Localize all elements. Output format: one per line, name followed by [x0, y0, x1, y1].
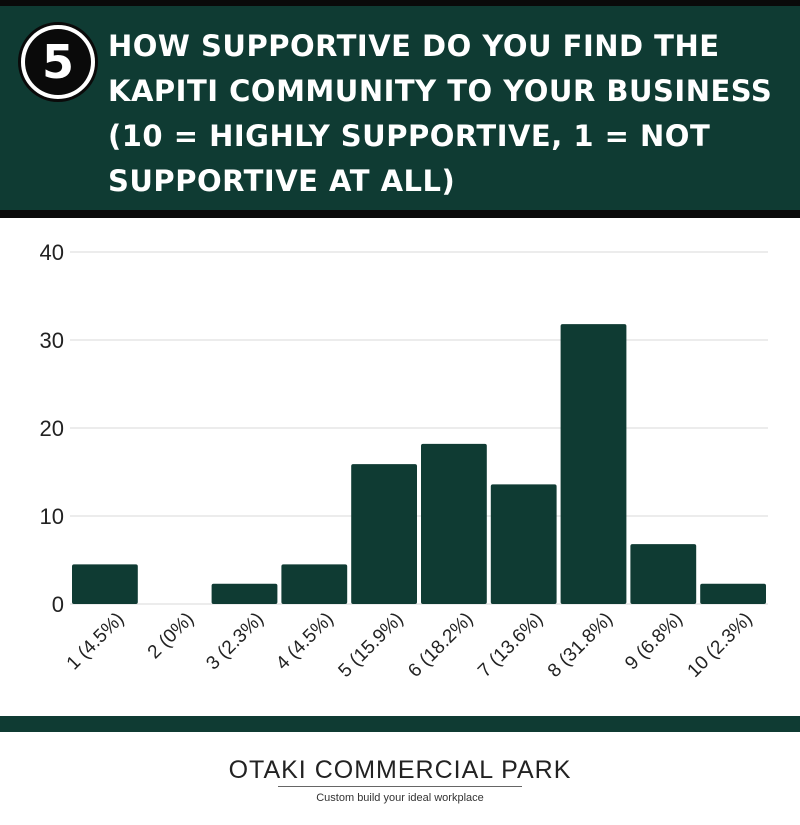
x-tick-label: 8 (31.8%): [544, 609, 617, 682]
footer-band: [0, 716, 800, 732]
brand-divider: [278, 786, 522, 787]
bar: [72, 564, 138, 604]
x-tick-label: 10 (2.3%): [684, 609, 757, 682]
y-tick-label: 20: [40, 416, 64, 441]
bar: [421, 443, 487, 604]
bar: [630, 544, 697, 604]
y-tick-label: 10: [40, 504, 64, 529]
brand-name: OTAKI COMMERCIAL PARK: [228, 756, 572, 784]
x-tick-label: 4 (4.5%): [272, 609, 338, 675]
bar: [281, 564, 348, 604]
question-header: 5 HOW SUPPORTIVE DO YOU FIND THE KAPITI …: [0, 0, 800, 218]
x-tick-label: 3 (2.3%): [202, 609, 268, 675]
y-tick-label: 0: [52, 592, 64, 617]
y-tick-label: 30: [40, 328, 64, 353]
bar: [351, 464, 417, 604]
x-tick-label: 9 (6.8%): [621, 609, 687, 675]
x-tick-label: 2 (0%): [144, 609, 198, 663]
question-title: HOW SUPPORTIVE DO YOU FIND THE KAPITI CO…: [108, 29, 773, 198]
bar: [700, 583, 766, 604]
question-number: 5: [25, 29, 91, 95]
bar: [490, 484, 557, 604]
x-tick-label: 6 (18.2%): [404, 609, 477, 682]
bar-chart: 0 10 20 30 40 1 (4.5%) 2 (0%) 3 (2.3%) 4 (4.5%)5…: [40, 240, 768, 682]
question-number-badge: 5: [18, 22, 98, 102]
bar: [560, 324, 627, 604]
bar: [211, 583, 278, 604]
y-tick-label: 40: [40, 240, 64, 265]
x-tick-label: 1 (4.5%): [63, 609, 129, 675]
x-tick-label: 7 (13.6%): [474, 609, 547, 682]
x-tick-label: 5 (15.9%): [335, 609, 408, 682]
brand-tagline: Custom build your ideal workplace: [316, 792, 484, 804]
